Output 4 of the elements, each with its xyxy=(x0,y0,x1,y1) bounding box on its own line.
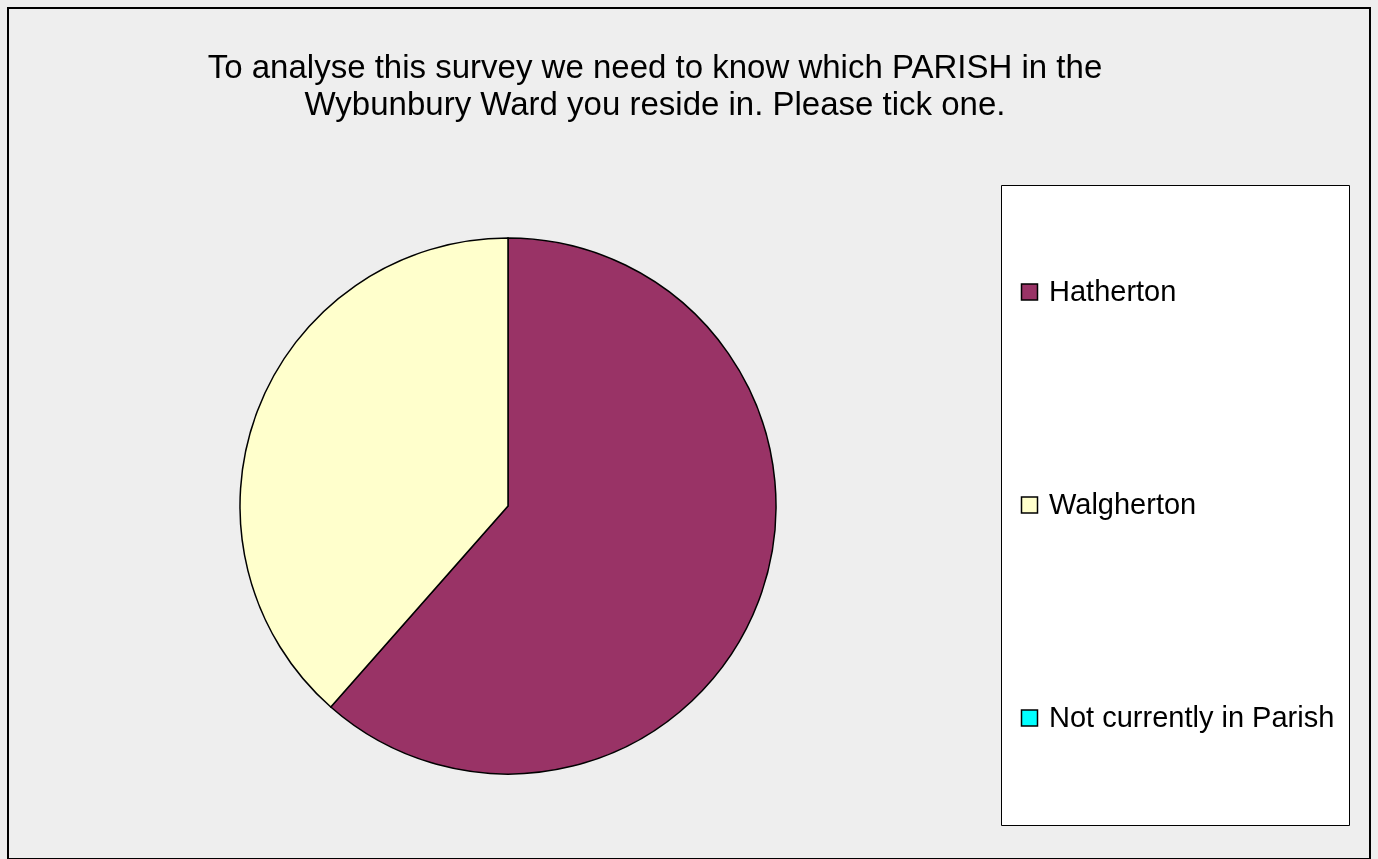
legend-label: Hatherton xyxy=(1049,275,1177,307)
legend-label: Not currently in Parish xyxy=(1049,701,1335,733)
legend-label: Walgherton xyxy=(1049,488,1197,520)
chart-title: To analyse this survey we need to know which PARISH in the Wybunbury Ward you reside in. Please tick one. xyxy=(207,48,1103,122)
